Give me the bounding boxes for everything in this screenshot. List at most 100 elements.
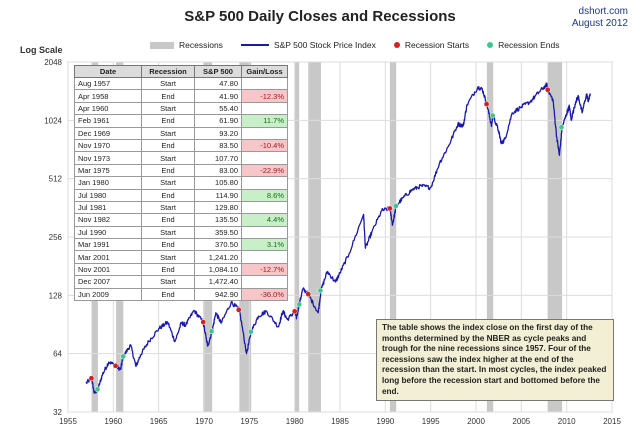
table-cell-date: Nov 1982 [74, 213, 142, 227]
table-cell-recession: End [141, 89, 195, 103]
line-swatch-icon [240, 44, 269, 46]
recession-start-marker [200, 319, 207, 325]
table-cell-gain: 3.1% [241, 238, 288, 252]
recession-start-marker [88, 375, 95, 382]
table-cell-recession: Start [141, 101, 195, 116]
recession-end-marker [208, 328, 215, 335]
x-tick-label: 1995 [422, 417, 440, 426]
recession-end-marker [296, 301, 303, 308]
y-tick-label: 32 [53, 408, 62, 417]
table-cell-sp500: 47.80 [194, 76, 242, 91]
table-cell-recession: Start [141, 225, 195, 240]
table-cell-sp500: 1,084.10 [194, 262, 242, 277]
table-cell-sp500: 105.80 [194, 176, 242, 190]
table-cell-gain [241, 101, 288, 116]
table-row: Dec 1969 Start 93.20 [74, 126, 288, 140]
table-row: Feb 1961 End 61.90 11.7% [74, 114, 288, 128]
table-cell-date: Nov 2001 [74, 262, 142, 277]
table-cell-sp500: 114.90 [194, 188, 242, 202]
table-cell-sp500: 359.50 [194, 225, 242, 240]
sp500-series-line [85, 82, 591, 394]
table-row: Nov 1970 End 83.50 -10.4% [74, 138, 288, 153]
table-cell-recession: Start [141, 151, 195, 165]
credit-date: August 2012 [571, 18, 628, 29]
recession-start-marker [291, 308, 298, 315]
recession-start-marker [483, 101, 490, 107]
table-cell-sp500: 61.90 [194, 114, 242, 128]
table-row: Nov 1982 End 135.50 4.4% [74, 213, 288, 227]
chart-title: S&P 500 Daily Closes and Recessions [184, 8, 456, 25]
table-cell-gain: -12.3% [241, 89, 288, 103]
table-row: Nov 1973 Start 107.70 [74, 151, 288, 165]
table-cell-date: Jan 1980 [74, 176, 142, 190]
table-cell-date: Feb 1961 [74, 114, 142, 128]
table-cell-recession: End [141, 138, 195, 153]
table-row: Apr 1960 Start 55.40 [74, 101, 288, 116]
table-cell-sp500: 942.90 [194, 287, 242, 302]
table-cell-gain [241, 151, 288, 165]
table-cell-recession: Start [141, 200, 195, 215]
table-row: Mar 2001 Start 1,241.20 [74, 250, 288, 264]
x-tick-label: 1990 [376, 417, 394, 426]
table-cell-recession: End [141, 213, 195, 227]
recession-end-marker [558, 124, 565, 131]
table-row: Dec 2007 Start 1,472.40 [74, 275, 288, 289]
table-cell-recession: Start [141, 176, 195, 190]
recession-end-marker [94, 386, 101, 393]
col-gain-header: Gain/Loss [241, 65, 288, 78]
table-cell-gain: 4.4% [241, 213, 288, 227]
table-cell-date: Jul 1990 [74, 225, 142, 240]
table-row: Jul 1981 Start 129.80 [74, 200, 288, 215]
table-cell-date: Dec 1969 [74, 126, 142, 140]
table-cell-date: Mar 1975 [74, 163, 142, 178]
table-cell-sp500: 41.90 [194, 89, 242, 103]
table-cell-gain [241, 126, 288, 140]
table-cell-date: Nov 1973 [74, 151, 142, 165]
credit: dshort.com August 2012 [572, 6, 628, 30]
table-cell-sp500: 107.70 [194, 151, 242, 165]
table-row: Mar 1991 End 370.50 3.1% [74, 238, 288, 252]
table-cell-gain [241, 76, 288, 91]
table-cell-sp500: 83.50 [194, 138, 242, 153]
table-cell-sp500: 55.40 [194, 101, 242, 116]
table-body: Aug 1957 Start 47.80 Apr 1958 End 41.90 -12.3%… [74, 76, 288, 302]
x-tick-label: 2005 [512, 417, 530, 426]
table-cell-recession: Start [141, 126, 195, 140]
table-cell-recession: End [141, 287, 195, 302]
table-cell-sp500: 93.20 [194, 126, 242, 140]
table-row: Jan 1980 Start 105.80 [74, 176, 288, 190]
y-scale-label: Log Scale [20, 45, 63, 55]
col-recession-header: Recession [141, 65, 195, 78]
table-cell-gain [241, 200, 288, 215]
table-cell-sp500: 135.50 [194, 213, 242, 227]
table-cell-date: Jul 1981 [74, 200, 142, 215]
table-cell-sp500: 370.50 [194, 238, 242, 252]
red-dot-icon [393, 42, 400, 48]
table-cell-gain [241, 176, 288, 190]
x-tick-label: 1975 [240, 417, 258, 426]
table-row: Aug 1957 Start 47.80 [74, 76, 288, 91]
table-cell-gain: 8.6% [241, 188, 288, 202]
x-tick-label: 2015 [603, 417, 621, 426]
table-cell-recession: Start [141, 250, 195, 264]
table-cell-sp500: 1,472.40 [194, 275, 242, 289]
x-tick-label: 1985 [331, 417, 349, 426]
table-cell-gain: 11.7% [241, 114, 288, 128]
table-cell-date: Nov 1970 [74, 138, 142, 153]
recession-start-marker [544, 86, 551, 93]
recession-start-marker [112, 362, 119, 369]
y-tick-label: 1024 [44, 116, 62, 125]
recession-start-marker [305, 291, 312, 298]
table-cell-date: Apr 1958 [74, 89, 142, 103]
table-cell-recession: End [141, 114, 195, 128]
x-tick-label: 2010 [558, 417, 576, 426]
col-date-header: Date [74, 65, 142, 78]
table-cell-sp500: 1,241.20 [194, 250, 242, 264]
table-cell-recession: Start [141, 76, 195, 91]
table-cell-date: Jul 1980 [74, 188, 142, 202]
table-row: Jul 1980 End 114.90 8.6% [74, 188, 288, 202]
x-tick-label: 2000 [467, 417, 485, 426]
table-cell-gain [241, 275, 288, 289]
y-tick-label: 2048 [44, 58, 62, 67]
table-cell-date: Jun 2009 [74, 287, 142, 302]
